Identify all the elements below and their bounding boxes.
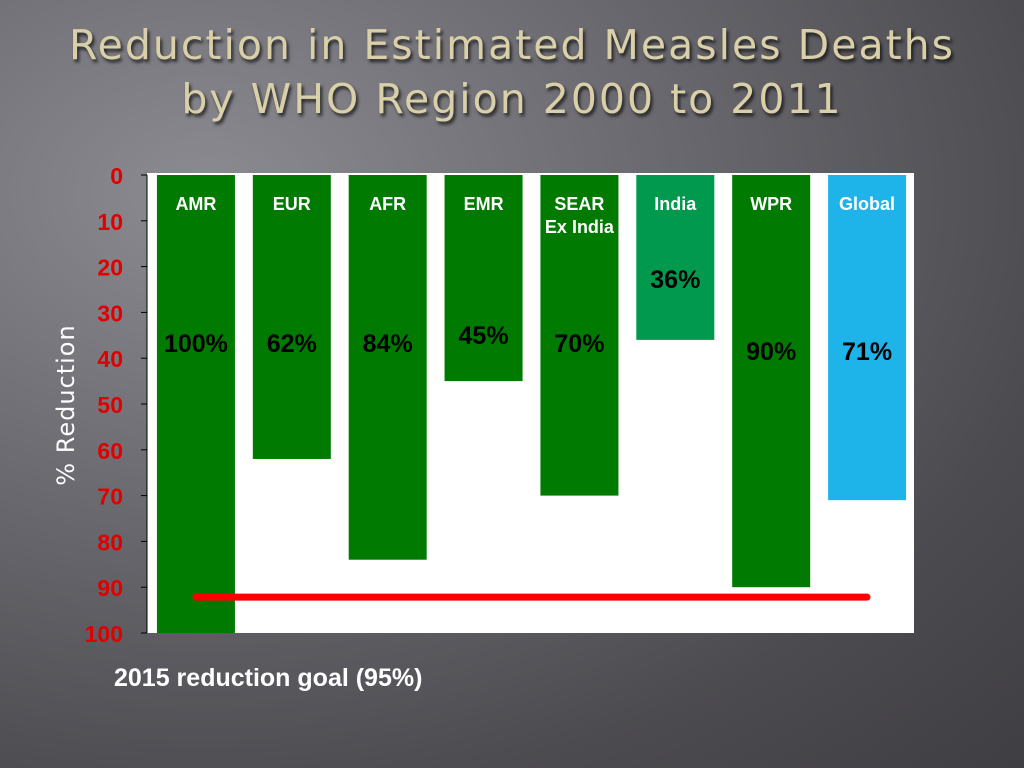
- title-line-1: Reduction in Estimated Measles Deaths: [69, 21, 955, 69]
- value-label: 45%: [459, 322, 509, 350]
- value-label: 100%: [164, 330, 228, 358]
- bar-afr: [348, 175, 427, 560]
- slide-title: Reduction in Estimated Measles Deaths by…: [0, 18, 1024, 126]
- y-tick-label: 20: [97, 255, 123, 281]
- goal-caption: 2015 reduction goal (95%): [114, 664, 423, 692]
- value-label: 62%: [267, 330, 317, 358]
- category-label: EUR: [273, 194, 311, 214]
- bar-india: [636, 175, 715, 340]
- y-tick-label: 70: [97, 484, 123, 510]
- category-label: Global: [839, 194, 895, 214]
- value-label: 84%: [363, 330, 413, 358]
- y-tick-label: 90: [97, 575, 123, 601]
- category-label: India: [654, 194, 697, 214]
- y-tick-label: 10: [97, 209, 123, 235]
- value-label: 36%: [650, 266, 700, 294]
- y-tick-label: 100: [85, 621, 123, 647]
- title-line-2: by WHO Region 2000 to 2011: [181, 75, 843, 123]
- y-tick-label: 50: [97, 392, 123, 418]
- category-label: AFR: [369, 194, 406, 214]
- value-label: 70%: [554, 330, 604, 358]
- value-label: 90%: [746, 338, 796, 366]
- bar-eur: [252, 175, 331, 459]
- bar-amr: [156, 175, 235, 633]
- bar-wpr: [732, 175, 811, 588]
- y-tick-label: 30: [97, 300, 123, 326]
- category-label: AMR: [175, 194, 216, 214]
- y-axis-label: % Reduction: [52, 324, 80, 485]
- bar-sear: [540, 175, 619, 496]
- category-label: EMR: [464, 194, 504, 214]
- category-label: SEAR: [554, 194, 604, 214]
- y-tick-label: 40: [97, 346, 123, 372]
- category-label: Ex India: [545, 217, 615, 237]
- bar-emr: [444, 175, 523, 382]
- value-label: 71%: [842, 338, 892, 366]
- y-tick-label: 60: [97, 438, 123, 464]
- y-tick-label: 0: [110, 163, 123, 189]
- y-tick-label: 80: [97, 529, 123, 555]
- bar-global: [828, 175, 907, 501]
- category-label: WPR: [750, 194, 792, 214]
